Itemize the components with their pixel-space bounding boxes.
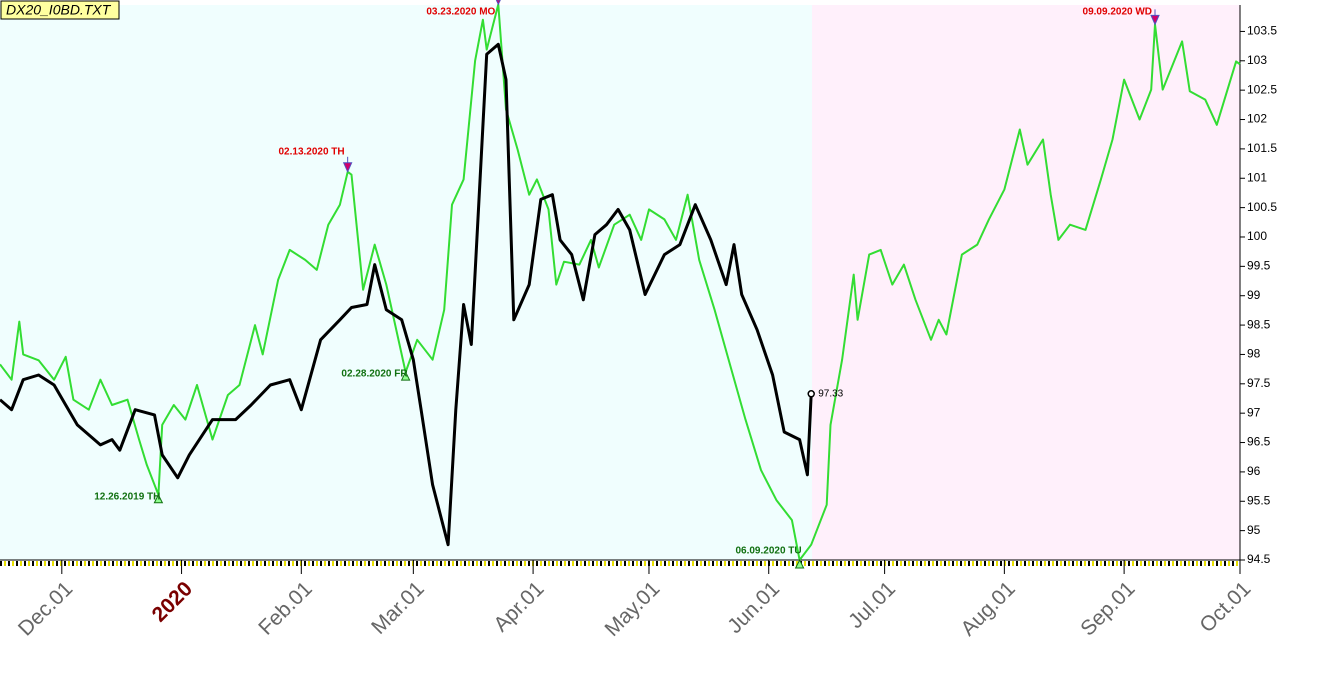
annotation-label: 06.09.2020 TU [735, 546, 801, 557]
x-tick-label: Sep.01 [1076, 577, 1139, 640]
y-tick-label: 100.5 [1247, 200, 1277, 214]
y-tick-label: 97 [1247, 405, 1261, 419]
high-marker [1150, 14, 1160, 26]
low-marker [153, 493, 164, 504]
x-tick-label: Mar.01 [367, 577, 429, 639]
y-tick-label: 101.5 [1247, 141, 1277, 155]
annotation-label: 02.13.2020 TH [278, 146, 344, 157]
annotation-label: 09.09.2020 WD [1083, 7, 1153, 18]
y-tick-label: 95 [1247, 523, 1261, 537]
last-value-label: 97.33 [818, 388, 843, 399]
x-tick-label: Oct.01 [1195, 577, 1255, 637]
y-tick-label: 94.5 [1247, 552, 1271, 566]
y-tick-label: 102 [1247, 112, 1267, 126]
x-tick-label: 2020 [148, 577, 197, 626]
high-marker [342, 162, 353, 174]
past-region [0, 5, 812, 560]
y-tick-label: 103 [1247, 53, 1267, 67]
y-tick-label: 99.5 [1247, 259, 1271, 273]
annotation-label: 12.26.2019 TH [94, 491, 160, 502]
title-box [0, 0, 120, 20]
x-tick-label: May.01 [601, 577, 665, 641]
low-marker [794, 558, 805, 569]
x-tick-label: Dec.01 [14, 577, 77, 640]
y-tick-label: 103.5 [1247, 24, 1277, 38]
y-tick-label: 98.5 [1247, 317, 1271, 331]
y-tick-label: 96 [1247, 464, 1261, 478]
y-tick-label: 99 [1247, 288, 1261, 302]
y-tick-label: 95.5 [1247, 493, 1271, 507]
x-tick-label: Aug.01 [956, 577, 1019, 640]
annotation-label: 02.28.2020 FR [341, 369, 408, 380]
y-tick-label: 100 [1247, 229, 1267, 243]
y-tick-label: 101 [1247, 170, 1267, 184]
chart-title: DX20_I0BD.TXT [6, 2, 112, 18]
x-tick-label: Jun.01 [723, 577, 784, 638]
low-marker [400, 370, 411, 381]
y-tick-label: 102.5 [1247, 82, 1277, 96]
y-tick-label: 96.5 [1247, 435, 1271, 449]
annotation-label: 03.23.2020 MO [426, 7, 495, 18]
high-marker [495, 0, 501, 6]
x-tick-label: Jul.01 [844, 577, 900, 633]
x-tick-label: Feb.01 [254, 577, 317, 640]
y-tick-label: 97.5 [1247, 376, 1271, 390]
y-tick-label: 98 [1247, 347, 1261, 361]
x-tick-label: Apr.01 [489, 577, 548, 636]
series-line [0, 3, 1241, 561]
future-region [812, 5, 1240, 560]
series-line [0, 42, 813, 547]
day-ticks [0, 561, 1240, 567]
last-point [807, 390, 815, 398]
